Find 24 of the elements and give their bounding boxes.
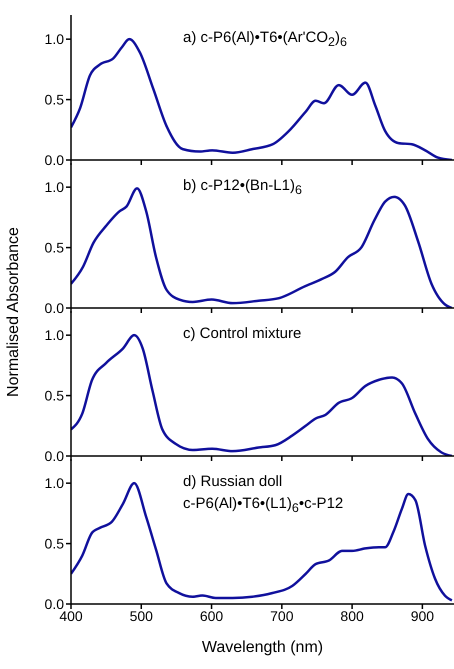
annotation: c-P6(Al)•T6•(L1)$_{6}$•c-P12	[183, 495, 344, 517]
annotation: a) c-P6(Al)•T6•(Ar'CO$_{2}$)$_{6}$	[183, 29, 347, 51]
y-tick-label: 0.5	[44, 536, 64, 552]
y-tick-label: 0.5	[44, 92, 64, 108]
y-tick-label: 1.0	[44, 179, 64, 196]
annotation: c) Control mixture	[183, 325, 302, 343]
y-tick-label: 1.0	[44, 327, 64, 344]
x-tick-label: 600	[200, 608, 224, 624]
y-tick-label: 1.0	[44, 475, 64, 492]
x-axis-title: Wavelength (nm)	[202, 639, 324, 656]
x-tick-label: 900	[410, 608, 434, 624]
annotation: b) c-P12•(Bn-L1)$_{6}$	[183, 177, 302, 199]
y-tick-label: 0.0	[44, 300, 64, 316]
x-tick-label: 800	[340, 608, 364, 624]
y-tick-label: 0.5	[44, 388, 64, 404]
y-axis-title: Normalised Absorbance	[5, 227, 23, 397]
y-tick-label: 1.0	[44, 31, 64, 48]
y-tick-label: 0.0	[44, 448, 64, 464]
y-tick-label: 0.0	[44, 596, 64, 612]
x-tick-label: 500	[130, 608, 154, 624]
y-tick-label: 0.5	[44, 240, 64, 256]
y-tick-label: 0.0	[44, 152, 64, 168]
annotation: d) Russian doll	[183, 473, 282, 491]
x-tick-label: 700	[270, 608, 294, 624]
